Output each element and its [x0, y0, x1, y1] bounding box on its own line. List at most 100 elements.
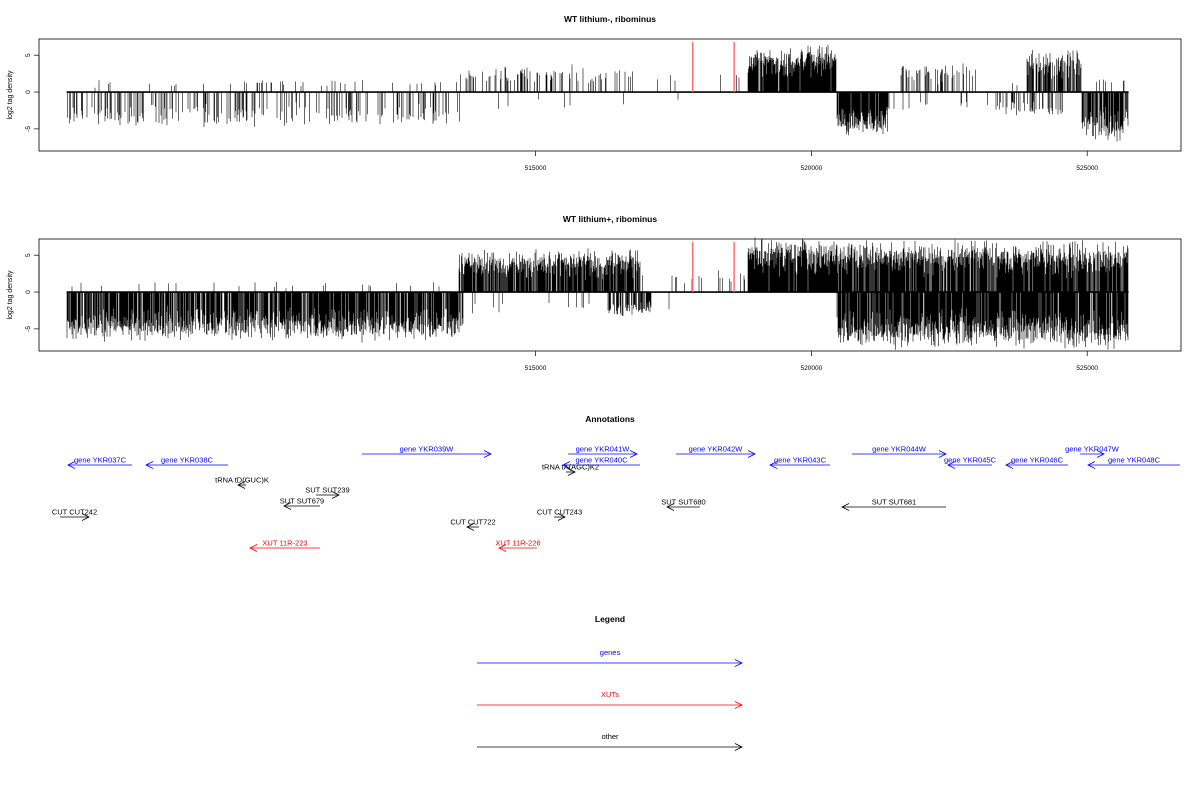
feature-label: CUT CUT722: [450, 518, 495, 527]
legend-label: other: [601, 732, 619, 741]
feature-arrow: gene YKR037C: [67, 456, 132, 469]
arrow-head: [747, 450, 756, 458]
plot-frame: [38, 38, 1182, 152]
legend-item: other: [477, 732, 743, 751]
feature-arrow: XUT 11R-223: [249, 539, 320, 552]
legend-label: genes: [600, 648, 621, 657]
feature-group: gene YKR037C gene YKR038C gene YKR039W gene…: [52, 445, 1180, 552]
marker-group: [692, 242, 735, 293]
arrow-head: [498, 544, 507, 552]
feature-arrow: SUT SUT681: [841, 498, 946, 511]
feature-arrow: gene YKR048C: [1087, 456, 1180, 469]
coverage-panel-lithium-minus: WT lithium-, ribominus log2 tag density …: [7, 14, 1182, 172]
feature-label: gene YKR045C: [944, 456, 997, 465]
feature-label: SUT SUT239: [305, 486, 349, 495]
feature-arrow: tRNA tD(GUC)K: [215, 476, 269, 489]
y-tick-label: -5: [25, 326, 32, 332]
feature-label: SUT SUT679: [280, 497, 324, 506]
arrow-head: [81, 513, 90, 521]
arrow-head: [145, 461, 154, 469]
feature-label: SUT SUT680: [661, 498, 705, 507]
x-tick-label: 525000: [1076, 365, 1098, 372]
arrow-head: [283, 502, 292, 510]
feature-label: XUT 11R-226: [495, 539, 540, 548]
feature-label: CUT CUT242: [52, 508, 97, 517]
arrow-head: [938, 450, 947, 458]
y-tick-label: 0: [25, 90, 32, 94]
arrow-head: [249, 544, 258, 552]
x-tick-label: 520000: [801, 365, 823, 372]
feature-arrow: CUT CUT242: [52, 508, 97, 521]
panel-title: WT lithium-, ribominus: [564, 14, 656, 24]
feature-label: tRNA tD(GUC)K: [215, 476, 269, 485]
feature-arrow: CUT CUT722: [450, 518, 496, 531]
y-tick-label: 5: [25, 53, 32, 57]
panel-title: WT lithium+, ribominus: [563, 214, 657, 224]
feature-label: gene YKR042W: [689, 445, 744, 454]
arrow-head: [666, 503, 675, 511]
arrow-head: [562, 461, 571, 469]
legend-item: XUTs: [477, 690, 743, 709]
annotations-title: Annotations: [585, 414, 635, 424]
bar-group: [66, 45, 1129, 142]
arrow-head: [841, 503, 850, 511]
arrow-head: [734, 659, 743, 667]
feature-arrow: gene YKR039W: [362, 445, 492, 458]
annotations-panel: Annotations gene YKR037C gene YKR038Cgene…: [52, 414, 1180, 552]
feature-arrow: gene YKR043C: [769, 456, 830, 469]
feature-arrow: SUT SUT680: [661, 498, 706, 511]
feature-label: SUT SUT681: [872, 498, 916, 507]
arrow-head: [237, 481, 246, 489]
y-tick-label: 5: [25, 253, 32, 257]
x-tick-label: 520000: [801, 165, 823, 172]
axis-group: 515000 520000 525000 -5 0 5: [25, 53, 1098, 172]
feature-arrow: gene YKR038C: [145, 456, 228, 469]
arrow-head: [1096, 450, 1105, 458]
x-tick-label: 515000: [525, 165, 547, 172]
coverage-bars: [66, 237, 1129, 350]
arrow-head: [557, 513, 566, 521]
legend-label: XUTs: [601, 690, 619, 699]
feature-label: gene YKR040C: [576, 456, 629, 465]
bar-group: [66, 237, 1129, 350]
feature-arrow: gene YKR042W: [676, 445, 756, 458]
arrow-head: [466, 523, 475, 531]
feature-label: CUT CUT243: [537, 508, 582, 517]
arrow-head: [769, 461, 778, 469]
legend-panel: Legend genes XUTs other: [477, 614, 743, 751]
feature-label: gene YKR046C: [1011, 456, 1064, 465]
feature-arrow: SUT SUT679: [280, 497, 324, 510]
feature-label: gene YKR048C: [1108, 456, 1161, 465]
axis-group: 515000 520000 525000 -5 0 5: [25, 253, 1098, 372]
feature-label: gene YKR041W: [576, 445, 631, 454]
feature-arrow: gene YKR041W: [568, 445, 638, 458]
feature-arrow: gene YKR046C: [1005, 456, 1068, 469]
arrow-head: [567, 468, 576, 476]
arrow-head: [947, 461, 956, 469]
arrow-head: [1087, 461, 1096, 469]
feature-label: gene YKR043C: [774, 456, 827, 465]
x-tick-label: 525000: [1076, 165, 1098, 172]
arrow-head: [629, 450, 638, 458]
feature-arrow: gene YKR044W: [852, 445, 947, 458]
feature-label: gene YKR037C: [74, 456, 127, 465]
arrow-head: [331, 491, 340, 499]
legend-item: genes: [477, 648, 743, 667]
y-tick-label: 0: [25, 290, 32, 294]
legend-title: Legend: [595, 614, 625, 624]
feature-arrow: XUT 11R-226: [495, 539, 541, 552]
coverage-panel-lithium-plus: WT lithium+, ribominus log2 tag density …: [7, 214, 1182, 372]
feature-arrow: gene YKR040C: [562, 456, 640, 469]
feature-label: XUT 11R-223: [262, 539, 307, 548]
feature-label: gene YKR038C: [161, 456, 214, 465]
feature-label: gene YKR039W: [400, 445, 455, 454]
feature-label: tRNA tA(AGC)K2: [542, 463, 599, 472]
y-axis-label: log2 tag density: [7, 270, 14, 320]
coverage-bars: [67, 45, 1129, 142]
feature-arrow: gene YKR045C: [944, 456, 997, 469]
legend-items: genes XUTs other: [477, 648, 743, 751]
feature-arrow: CUT CUT243: [537, 508, 582, 521]
feature-arrow: gene YKR047W: [1065, 445, 1120, 458]
y-axis-label: log2 tag density: [7, 70, 14, 120]
